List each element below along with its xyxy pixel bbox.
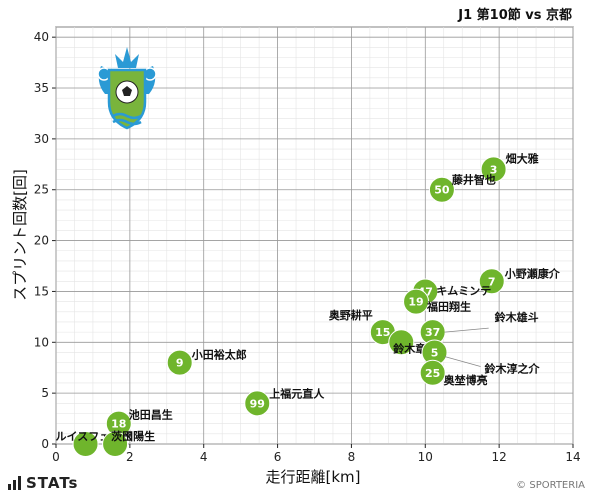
data-point: 19 福田翔生 — [403, 288, 471, 315]
y-tick-label: 25 — [34, 183, 49, 197]
data-point: 9 小田裕太郎 — [166, 348, 247, 376]
stats-brand: STATs — [26, 474, 79, 492]
y-tick-label: 0 — [41, 437, 49, 451]
point-label: キムミンテ — [436, 284, 491, 297]
x-tick-label: 10 — [418, 450, 433, 464]
y-axis-label: スプリント回数[回] — [11, 169, 29, 301]
x-tick-label: 0 — [52, 450, 60, 464]
chart-title: J1 第10節 vs 京都 — [457, 7, 572, 23]
stats-logo: STATs — [8, 472, 78, 494]
point-number: 3 — [490, 163, 498, 176]
point-label: 小野瀬康介 — [504, 266, 561, 280]
y-tick-label: 20 — [34, 234, 49, 248]
point-marker — [403, 288, 430, 315]
leader-line — [444, 356, 481, 367]
point-label: 小田裕太郎 — [191, 348, 247, 362]
point-marker — [72, 431, 99, 457]
point-number: 25 — [425, 367, 440, 380]
point-number: 37 — [425, 326, 440, 339]
point-label: 茨田陽生 — [111, 429, 155, 443]
point-number: 18 — [111, 418, 126, 431]
point-label: 福田翔生 — [426, 300, 471, 314]
point-number: 15 — [375, 326, 390, 339]
team-emblem — [97, 47, 157, 130]
data-point: 茨田陽生 — [102, 429, 155, 457]
x-tick-label: 4 — [200, 450, 208, 464]
point-marker — [419, 359, 446, 386]
data-point: 37 鈴木雄斗 — [419, 310, 539, 346]
point-number: 9 — [176, 357, 184, 370]
x-tick-label: 14 — [565, 450, 580, 464]
data-point: 5 鈴木淳之介 — [421, 339, 541, 375]
x-tick-label: 12 — [492, 450, 507, 464]
point-label: 池田昌生 — [129, 408, 173, 422]
point-label: 鈴木淳之介 — [485, 361, 541, 375]
copyright: © SPORTERIA — [516, 480, 585, 491]
point-label: 畑大雅 — [506, 151, 539, 165]
point-marker — [388, 329, 415, 356]
point-label: 上福元直人 — [269, 386, 325, 400]
point-label: 藤井智也 — [452, 173, 496, 187]
point-marker — [102, 431, 129, 457]
data-point: 3 畑大雅 — [480, 151, 539, 183]
point-marker — [428, 176, 455, 203]
point-number: 19 — [408, 296, 423, 309]
y-tick-label: 40 — [34, 30, 49, 44]
y-tick-label: 35 — [34, 81, 49, 95]
point-label: 奥野耕平 — [328, 308, 373, 322]
x-tick-label: 6 — [274, 450, 282, 464]
point-marker — [480, 156, 507, 183]
y-tick-label: 15 — [34, 284, 49, 298]
point-number: 5 — [431, 346, 439, 359]
x-axis-label: 走行距離[km] — [265, 468, 360, 486]
point-marker — [244, 390, 271, 417]
y-tick-label: 30 — [34, 132, 49, 146]
point-label: 鈴木雄斗 — [495, 310, 539, 324]
x-tick-label: 8 — [348, 450, 356, 464]
point-number: 7 — [488, 275, 496, 288]
point-number: 99 — [250, 397, 265, 410]
point-label: 奥埜博亮 — [443, 373, 488, 387]
data-point: 7 小野瀬康介 — [478, 266, 561, 295]
point-number: 50 — [434, 184, 450, 197]
x-tick-label: 2 — [126, 450, 134, 464]
data-point: 99 上福元直人 — [244, 386, 325, 417]
point-marker — [166, 349, 193, 376]
y-tick-label: 10 — [34, 335, 49, 349]
stats-bars-icon — [8, 476, 21, 490]
point-marker — [478, 268, 505, 295]
leader-line — [444, 327, 489, 333]
y-tick-label: 5 — [41, 386, 49, 400]
